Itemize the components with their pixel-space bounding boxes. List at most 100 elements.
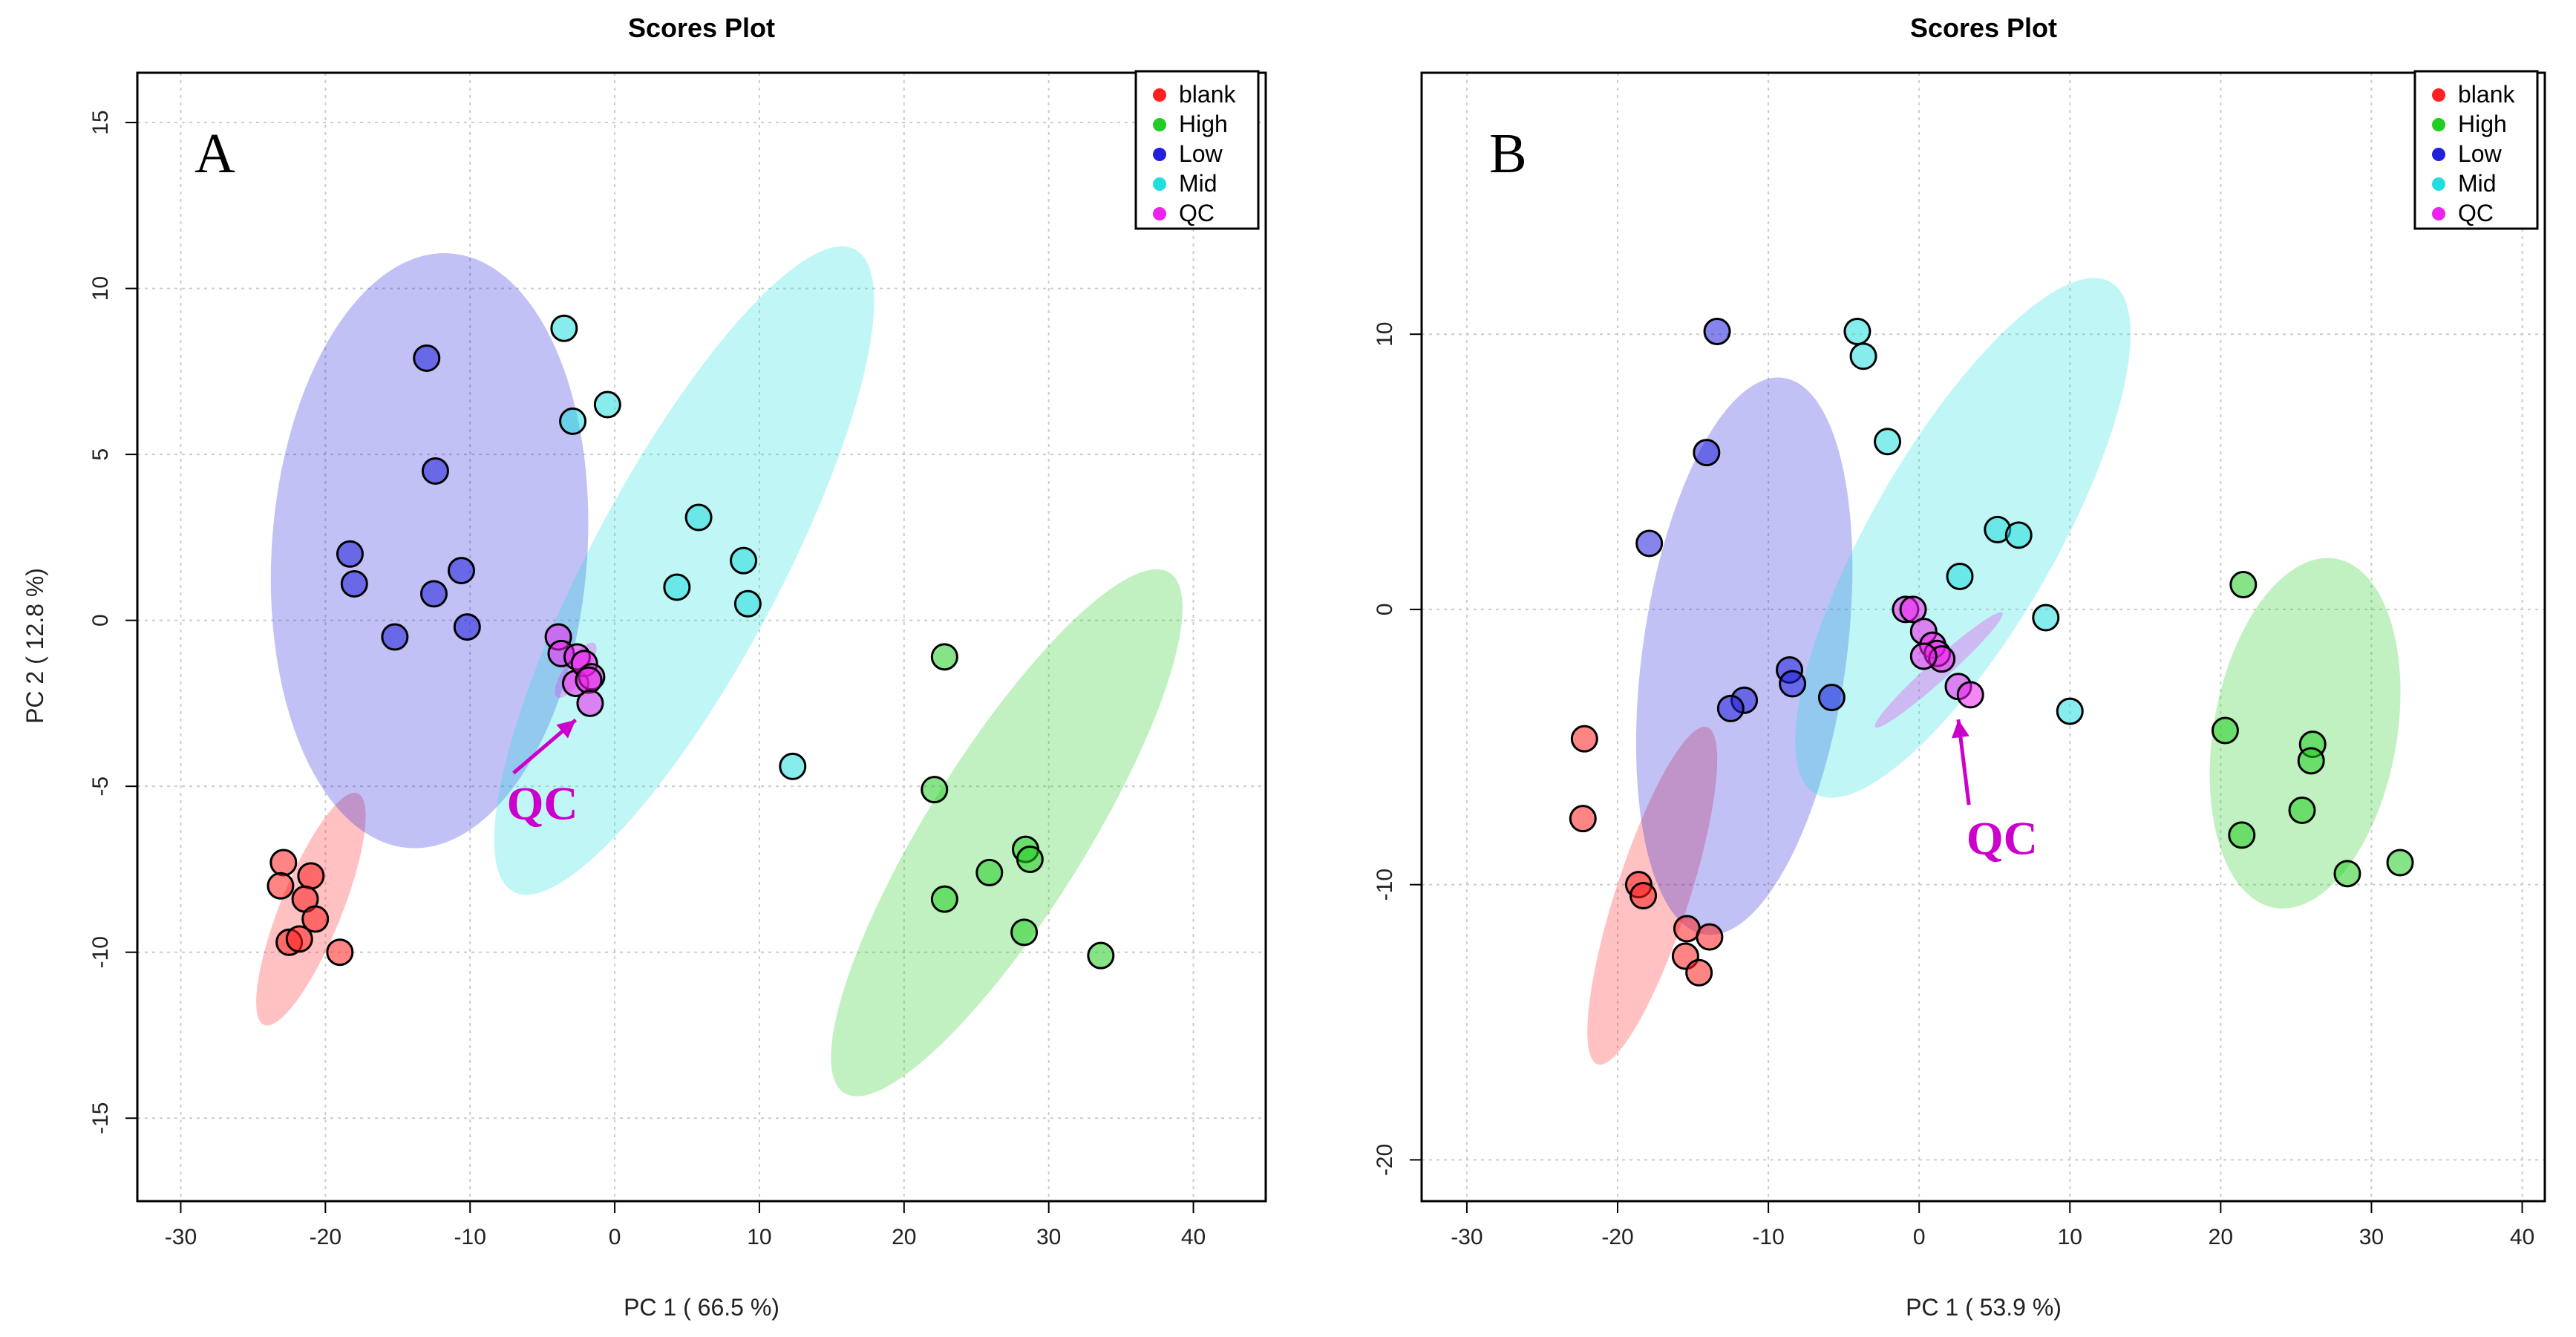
x-tick-label: -20	[1601, 1225, 1633, 1249]
x-tick-label: -10	[1752, 1225, 1784, 1249]
y-tick-label: -5	[88, 777, 113, 797]
x-tick-label: 30	[1036, 1225, 1061, 1249]
legend-label-qc: QC	[2458, 200, 2494, 226]
legend-b: blank High Low Mid QC	[2413, 70, 2539, 230]
data-point-blank	[326, 938, 354, 967]
points-a	[267, 314, 1115, 970]
x-axis-label-a: PC 1 ( 66.5 %)	[624, 1294, 779, 1321]
legend-label-mid: Mid	[1179, 170, 1217, 197]
data-point-mid	[2004, 521, 2033, 549]
data-point-mid	[730, 546, 758, 575]
data-point-high	[975, 858, 1004, 886]
data-point-low	[340, 569, 368, 598]
x-tick-label: -30	[165, 1225, 197, 1249]
legend-label-blank: blank	[2458, 81, 2516, 108]
confidence-ellipse-low	[270, 253, 589, 849]
x-tick-label: 10	[747, 1225, 771, 1249]
data-point-qc	[575, 666, 603, 694]
data-point-low	[336, 540, 364, 568]
data-point-blank	[267, 872, 295, 900]
x-ticks-b: -30 -20 -10 0 10 20 30 40	[1451, 1201, 2534, 1249]
data-point-qc	[576, 689, 604, 717]
chart-title-a: Scores Plot	[628, 13, 775, 43]
legend-swatch-low	[1153, 148, 1166, 161]
data-point-low	[421, 457, 449, 485]
data-point-blank	[1569, 805, 1597, 833]
data-point-mid	[1946, 562, 1974, 590]
grid-a	[137, 73, 1266, 1201]
plot-frame-a	[136, 71, 1267, 1203]
data-point-mid	[1843, 317, 1871, 345]
legend-label-low: Low	[2458, 140, 2503, 167]
data-point-mid	[1874, 428, 1902, 456]
x-tick-label: 20	[2209, 1225, 2233, 1249]
x-tick-label: 0	[609, 1225, 621, 1249]
data-point-mid	[779, 752, 807, 780]
data-point-mid	[1849, 342, 1877, 370]
data-point-mid	[684, 503, 713, 532]
data-point-high	[1087, 941, 1115, 970]
plot-frame-b	[1420, 71, 2546, 1203]
confidence-ellipse-high	[831, 569, 1183, 1096]
y-tick-label: 10	[1373, 322, 1397, 347]
legend-swatch-mid	[2432, 177, 2445, 191]
data-point-mid	[559, 407, 587, 435]
data-point-low	[1635, 529, 1664, 558]
x-tick-label: -10	[454, 1225, 486, 1249]
legend-swatch-high	[1153, 118, 1166, 131]
scores-plot-panel-b: Scores Plot -30 -20 -10 0 10 20 30 40 -20 -10 0 10…	[1373, 13, 2546, 1321]
confidence-ellipse-mid	[494, 246, 875, 895]
data-point-low	[1817, 684, 1846, 712]
legend-a: blank High Low Mid QC	[1134, 70, 1260, 230]
data-point-blank	[1570, 725, 1598, 753]
y-ticks-a: -15 -10 -5 0 5 10 15	[88, 110, 137, 1134]
confidence-ellipse-mid	[1795, 278, 2131, 798]
data-point-qc	[1899, 595, 1927, 624]
data-point-mid	[2056, 697, 2084, 725]
data-point-high	[1016, 846, 1044, 874]
data-point-blank	[1673, 915, 1701, 943]
panel-letter-b: B	[1489, 122, 1527, 185]
qc-arrow-head	[556, 719, 576, 739]
legend-swatch-mid	[1153, 177, 1166, 191]
qc-annotation-label: QC	[507, 777, 578, 830]
data-point-mid	[733, 589, 762, 618]
y-tick-label: -10	[88, 936, 113, 968]
data-point-blank	[1629, 881, 1658, 909]
qc-annotation-a: QC	[507, 718, 578, 830]
chart-title-b: Scores Plot	[1910, 13, 2057, 43]
x-ticks-a: -30 -20 -10 0 10 20 30 40	[165, 1201, 1206, 1249]
data-point-low	[1703, 317, 1731, 345]
panel-letter-a: A	[194, 122, 235, 185]
legend-label-qc: QC	[1179, 200, 1215, 226]
points-b	[1569, 317, 2414, 987]
x-tick-label: -30	[1451, 1225, 1482, 1249]
ellipses-a	[256, 246, 1183, 1096]
confidence-ellipse-low	[1635, 377, 1853, 935]
x-tick-label: 30	[2359, 1225, 2384, 1249]
data-point-low	[453, 613, 481, 641]
data-point-low	[419, 580, 448, 608]
y-tick-label: -15	[88, 1102, 113, 1134]
x-tick-label: -20	[310, 1225, 341, 1249]
qc-arrow-head	[1952, 719, 1969, 739]
y-tick-label: 10	[88, 276, 113, 301]
legend-swatch-qc	[1153, 207, 1166, 220]
data-point-mid	[2032, 604, 2060, 632]
legend-label-blank: blank	[1179, 81, 1237, 108]
legend-swatch-blank	[2432, 88, 2445, 102]
data-point-blank	[285, 925, 313, 953]
data-point-low	[413, 344, 441, 372]
data-point-high	[921, 776, 949, 804]
y-tick-label: 5	[88, 448, 113, 461]
x-tick-label: 0	[1913, 1225, 1926, 1249]
y-ticks-b: -20 -10 0 10	[1373, 322, 1422, 1176]
x-tick-label: 40	[1181, 1225, 1206, 1249]
data-point-high	[2288, 797, 2316, 825]
y-tick-label: -10	[1373, 869, 1397, 900]
y-tick-label: -20	[1373, 1144, 1397, 1176]
y-axis-label-a: PC 2 ( 12.8 %)	[22, 568, 48, 724]
data-point-high	[930, 885, 958, 913]
data-point-high	[2297, 747, 2325, 775]
